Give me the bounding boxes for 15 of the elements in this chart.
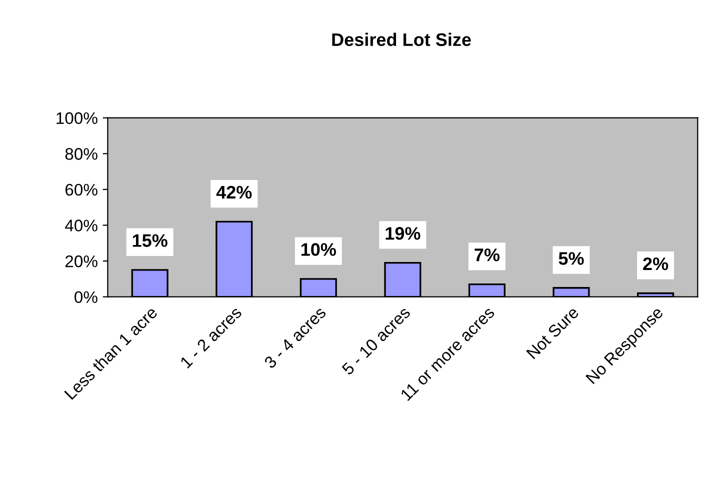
data-label: 10%: [301, 243, 336, 256]
y-tick-label: 80%: [65, 148, 98, 160]
data-label: 15%: [132, 234, 168, 247]
data-label: 19%: [386, 227, 420, 240]
data-label: 2%: [643, 257, 668, 270]
y-tick-label: 100%: [56, 112, 98, 124]
x-tick-label: Not Sure: [526, 306, 580, 360]
y-tick-label: 60%: [65, 184, 98, 196]
y-tick-label: 0%: [74, 291, 98, 304]
chart-title: Desired Lot Size: [332, 32, 471, 46]
data-label: 42%: [216, 186, 252, 199]
y-tick-label: 20%: [65, 255, 98, 268]
y-tick-label: 40%: [65, 220, 98, 232]
data-label: 7%: [474, 248, 500, 262]
data-label: 5%: [558, 252, 584, 265]
